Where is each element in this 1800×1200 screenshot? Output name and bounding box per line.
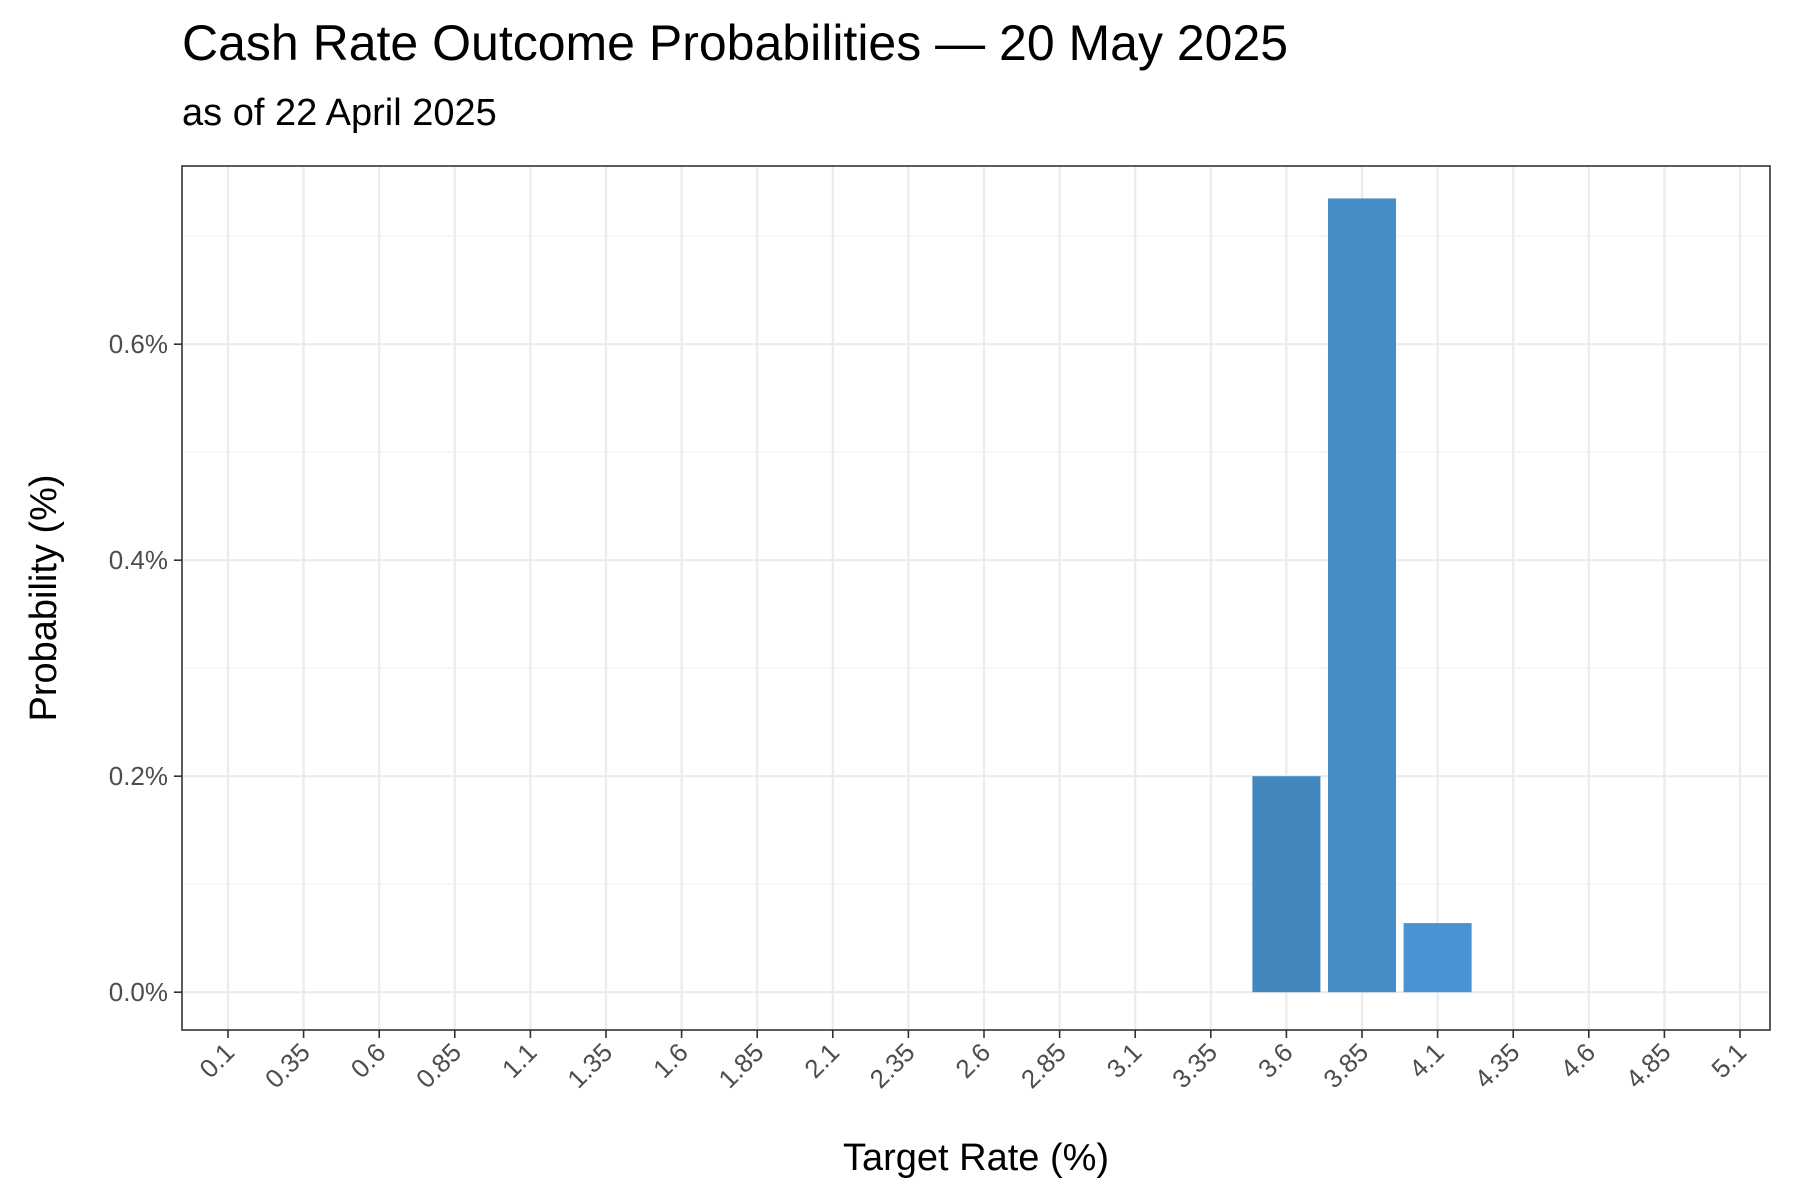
x-tick-label: 0.35	[259, 1037, 316, 1094]
y-tick-label: 0.4%	[109, 545, 168, 575]
x-tick-label: 3.35	[1166, 1037, 1223, 1094]
y-tick-label: 0.0%	[109, 977, 168, 1007]
y-axis: 0.0% 0.2% 0.4% 0.6%	[109, 329, 182, 1007]
x-tick-label: 2.85	[1015, 1037, 1072, 1094]
bar	[1403, 923, 1472, 993]
bar	[1327, 198, 1397, 993]
x-tick-label: 1.85	[712, 1037, 769, 1094]
x-tick-label: 4.85	[1620, 1037, 1677, 1094]
x-tick-label: 0.1	[193, 1037, 240, 1084]
bar	[1252, 776, 1321, 993]
y-axis-title: Probability (%)	[23, 474, 65, 721]
x-tick-label: 4.35	[1468, 1037, 1525, 1094]
x-axis: 0.1 0.35 0.6 0.85 1.1 1.35 1.6 1.85 2.1 2.35 2.6 2.…	[193, 1030, 1752, 1094]
panel-border	[181, 165, 1771, 1031]
grid-major	[182, 166, 1770, 1030]
y-tick-label: 0.2%	[109, 761, 168, 791]
x-tick-label: 4.1	[1403, 1037, 1450, 1084]
x-axis-title: Target Rate (%)	[843, 1137, 1109, 1179]
x-tick-label: 1.1	[496, 1037, 543, 1084]
x-tick-label: 2.35	[864, 1037, 921, 1094]
x-tick-label: 3.85	[1317, 1037, 1374, 1094]
x-tick-label: 2.6	[949, 1037, 996, 1084]
x-tick-label: 1.35	[561, 1037, 618, 1094]
x-tick-label: 5.1	[1705, 1037, 1752, 1084]
x-tick-label: 1.6	[647, 1037, 694, 1084]
x-tick-label: 0.85	[410, 1037, 467, 1094]
x-tick-label: 4.6	[1554, 1037, 1601, 1084]
x-tick-label: 3.1	[1101, 1037, 1148, 1084]
x-tick-label: 2.1	[798, 1037, 845, 1084]
y-tick-label: 0.6%	[109, 329, 168, 359]
chart-title: Cash Rate Outcome Probabilities — 20 May…	[182, 15, 1289, 71]
grid-minor	[182, 235, 1770, 885]
chart-subtitle: as of 22 April 2025	[182, 92, 497, 134]
x-tick-label: 3.6	[1252, 1037, 1299, 1084]
x-tick-label: 0.6	[345, 1037, 392, 1084]
bars	[1252, 198, 1472, 993]
